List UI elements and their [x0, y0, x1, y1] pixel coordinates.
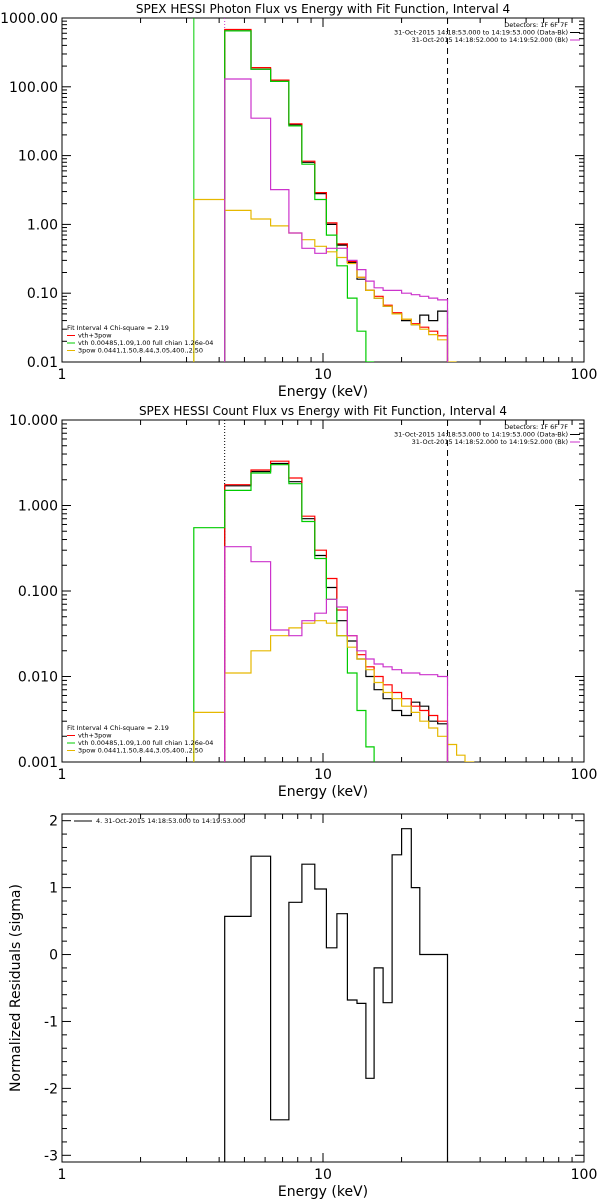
panel-1: SPEX HESSI Photon Flux vs Energy with Fi… [0, 2, 597, 400]
series-line-data-0 [224, 462, 449, 762]
y-tick-label: 2 [49, 814, 58, 830]
y-tick-label: -1 [44, 1014, 58, 1030]
legend-entry: vth+3pow [78, 732, 112, 740]
legend-entry: vth 0.00485,1.09,1.00 full chian 1.26e-0… [78, 339, 213, 347]
legend-entry: 31-Oct-2015 14:18:53.000 to 14:19:53.000… [394, 431, 568, 439]
y-tick-label: 100.00 [9, 80, 58, 96]
y-tick-label: -2 [44, 1081, 58, 1097]
y-tick-label: 1000.00 [0, 11, 58, 27]
series-line-Bk [224, 546, 449, 762]
legend-entry: Fit Interval 4 Chi-square = 2.19 [67, 324, 169, 332]
series-line-vth+3pow [224, 460, 449, 762]
series-line-Bk [224, 78, 449, 362]
x-tick-label: 1 [58, 767, 67, 783]
series-line-data-0 [224, 30, 449, 362]
y-tick-label: -3 [44, 1148, 58, 1164]
y-axis-label: Normalized Residuals (sigma) [8, 884, 24, 1092]
x-axis-label: Energy (keV) [278, 784, 368, 800]
series-line-vth [224, 30, 375, 362]
plot-frame [61, 813, 585, 1163]
y-tick-label: 0.10 [27, 286, 58, 302]
x-tick-label: 100 [571, 1167, 598, 1183]
y-tick-label: 0.01 [27, 355, 58, 371]
x-tick-label: 100 [571, 767, 598, 783]
chart-title: SPEX HESSI Photon Flux vs Energy with Fi… [136, 2, 510, 16]
series-group [193, 460, 475, 762]
x-axis-label: Energy (keV) [278, 384, 368, 400]
legend-entry: 31-Oct-2015 14:18:52.000 to 14:19:52.000… [412, 36, 568, 44]
x-tick-label: 1 [58, 1167, 67, 1183]
legend-entry: Detectors: 1F 6F 7F [504, 21, 568, 29]
panel-2: SPEX HESSI Count Flux vs Energy with Fit… [9, 404, 597, 800]
legend-entry: 31-Oct-2015 14:18:53.000 to 14:19:53.000… [394, 29, 568, 37]
chart-title: SPEX HESSI Count Flux vs Energy with Fit… [139, 404, 507, 418]
plot-frame [61, 419, 585, 763]
legend-entry: Fit Interval 4 Chi-square = 2.19 [67, 724, 169, 732]
legend-entry: 4. 31-Oct-2015 14:18:53.000 to 14:19:53.… [96, 817, 245, 825]
legend-entry: 3pow 0.0441,1.50,8.44,3.05,400.,2.50 [78, 747, 203, 755]
legend-entry: Detectors: 1F 6F 7F [504, 423, 568, 431]
legend-entry: 31-Oct-2015 14:18:52.000 to 14:19:52.000… [412, 438, 568, 446]
legend-entry: 3pow 0.0441,1.50,8.44,3.05,400.,2.50 [78, 347, 203, 355]
x-axis-label: Energy (keV) [278, 1184, 368, 1200]
y-tick-label: 0.001 [18, 755, 58, 771]
panel-3: 1 10 100 Energy (keV) -3 -2 -1 0 1 2 Normalized Re… [8, 813, 598, 1200]
series-line-vth+3pow [224, 28, 449, 362]
x-tick-label: 10 [314, 367, 332, 383]
x-tick-label: 100 [571, 367, 598, 383]
y-tick-label: 0 [49, 948, 58, 964]
series-line-vth [193, 464, 375, 762]
y-tick-label: 1.00 [27, 217, 58, 233]
y-tick-label: 1.000 [18, 499, 58, 515]
series-group [193, 28, 457, 362]
series-line-3pow [193, 620, 475, 762]
series-group [224, 828, 449, 1162]
x-tick-label: 1 [58, 367, 67, 383]
y-tick-label: 1 [49, 881, 58, 897]
y-tick-label: 10.000 [9, 413, 58, 429]
legend-entry: vth 0.00485,1.09,1.00 full chian 1.26e-0… [78, 739, 213, 747]
plot-frame [61, 17, 585, 363]
y-tick-label: 10.00 [18, 149, 58, 165]
legend-entry: vth+3pow [78, 332, 112, 340]
x-tick-label: 10 [314, 1167, 332, 1183]
series-line-3pow [193, 198, 457, 362]
series-line-data-0 [224, 828, 449, 1162]
y-tick-label: 0.100 [18, 584, 58, 600]
y-tick-label: 0.010 [18, 670, 58, 686]
x-tick-label: 10 [314, 767, 332, 783]
